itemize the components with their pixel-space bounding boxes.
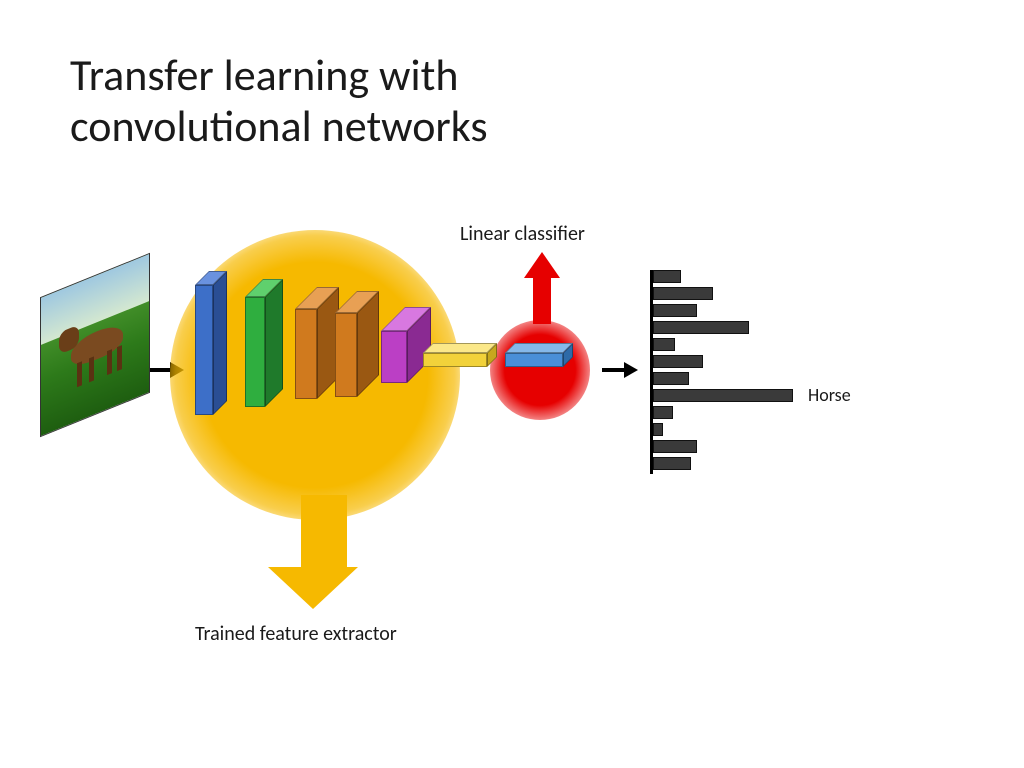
layer-face-side [213,271,227,415]
output-bar [653,338,675,351]
output-bar [653,440,697,453]
layer-face-front [381,331,407,383]
output-bar [653,406,673,419]
network-layers [195,295,495,455]
feature-extractor-label: Trained feature extractor [195,622,397,646]
predicted-class-label: Horse [808,384,851,406]
title-line-2: convolutional networks [70,99,488,153]
output-bar [653,372,689,385]
layer-face-top [423,343,497,353]
output-bar [653,304,697,317]
output-bar [653,321,749,334]
output-bar [653,355,703,368]
layer-face-front [245,297,265,407]
horse-leg-shape [117,345,122,371]
arrow-shaft [533,278,551,324]
classifier-highlight [490,320,590,420]
layer-face-front [195,285,213,415]
output-bar [653,270,681,283]
horse-leg-shape [89,356,94,382]
output-bar [653,423,663,436]
arrow-shaft [602,368,624,372]
linear-classifier-label: Linear classifier [460,222,585,246]
output-bar [653,287,713,300]
input-image [40,253,150,437]
layer-face-front [423,353,487,367]
layer-face-front [335,313,357,397]
arrow-feature-extractor-down [290,495,358,609]
slide-title: Transfer learning with convolutional net… [70,50,488,151]
arrow-classifier-up [524,252,560,324]
layer-face-front [295,309,317,399]
horse-leg-shape [77,361,82,387]
output-bar-predicted [653,389,793,402]
arrow-shaft [150,368,170,372]
diagram-canvas: Linear classifier Horse Trained feature … [0,230,1024,700]
arrow-shaft [301,495,347,567]
layer-face-front [505,353,563,367]
arrow-head-icon [624,362,638,378]
layer-face-side [265,279,283,407]
arrow-head-icon [268,567,358,609]
horse-leg-shape [107,349,112,375]
title-line-1: Transfer learning with [70,48,458,102]
arrow-head-icon [524,252,560,278]
output-bar [653,457,691,470]
